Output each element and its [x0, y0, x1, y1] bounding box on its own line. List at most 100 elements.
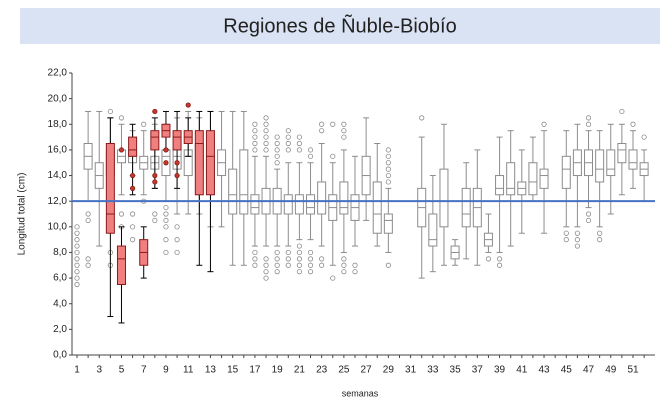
outlier — [74, 269, 80, 275]
outlier — [285, 256, 291, 262]
outlier — [74, 237, 80, 243]
outlier — [163, 204, 169, 211]
outlier — [296, 140, 302, 147]
outlier — [263, 275, 269, 281]
outlier — [597, 230, 603, 236]
outlier — [563, 230, 569, 236]
y-tick-label: 10,0 — [48, 221, 68, 232]
outlier — [319, 121, 325, 127]
box — [383, 213, 393, 234]
outlier — [307, 269, 314, 275]
y-tick-label: 20,0 — [48, 93, 68, 104]
outlier — [341, 256, 347, 262]
outlier — [174, 172, 180, 179]
outlier — [563, 237, 569, 243]
title-band — [20, 8, 660, 44]
y-tick-label: 18,0 — [48, 119, 68, 130]
outlier — [263, 262, 269, 268]
outlier — [274, 140, 280, 147]
outlier — [263, 147, 269, 153]
outlier — [419, 115, 425, 121]
x-tick-label: 5 — [119, 365, 125, 376]
outlier — [263, 134, 269, 140]
outlier — [574, 243, 581, 249]
x-axis-title: semanas — [342, 388, 379, 398]
box — [461, 187, 471, 228]
outlier — [274, 256, 280, 262]
y-tick-label: 0,0 — [53, 350, 67, 361]
outlier — [574, 237, 581, 243]
outlier — [252, 140, 258, 147]
x-tick-label: 41 — [516, 365, 528, 376]
x-tick-label: 51 — [627, 365, 639, 376]
outlier — [485, 256, 492, 262]
outlier — [619, 108, 625, 115]
outlier — [296, 147, 302, 153]
x-tick-label: 27 — [361, 365, 373, 376]
box — [205, 130, 215, 196]
outlier — [330, 121, 336, 127]
box — [439, 168, 449, 228]
outlier — [641, 134, 647, 140]
box — [617, 143, 627, 164]
y-tick-label: 2,0 — [53, 324, 67, 335]
outlier — [296, 243, 302, 249]
outlier — [74, 230, 80, 236]
outlier — [263, 115, 269, 121]
outlier — [285, 249, 291, 256]
outlier — [307, 256, 314, 262]
outlier — [296, 269, 302, 275]
outlier — [152, 217, 158, 224]
outlier — [285, 134, 291, 140]
x-tick-label: 1 — [74, 365, 80, 376]
outlier — [141, 121, 147, 127]
y-tick-label: 12,0 — [48, 196, 68, 207]
outlier — [597, 237, 603, 243]
outlier — [263, 140, 269, 147]
outlier — [341, 134, 347, 140]
box — [539, 168, 549, 189]
outlier — [85, 217, 91, 224]
outlier — [385, 147, 391, 153]
outlier — [174, 224, 180, 230]
outlier — [74, 249, 80, 256]
y-tick-label: 22,0 — [48, 68, 68, 79]
x-tick-label: 13 — [205, 365, 217, 376]
outlier — [341, 269, 347, 275]
x-tick-label: 9 — [163, 365, 169, 376]
x-tick-label: 49 — [605, 365, 617, 376]
box — [317, 181, 327, 215]
outlier — [163, 147, 169, 153]
outlier — [152, 211, 158, 217]
outlier — [385, 172, 391, 179]
x-tick-label: 35 — [450, 365, 462, 376]
outlier — [252, 147, 258, 153]
box — [116, 245, 126, 285]
x-tick-label: 31 — [405, 365, 417, 376]
outlier — [285, 262, 291, 268]
box — [105, 143, 115, 234]
outlier — [263, 121, 269, 127]
outlier — [385, 160, 391, 166]
outlier — [319, 128, 325, 134]
outlier — [74, 224, 80, 230]
y-axis-title: Longitud total (cm) — [17, 173, 28, 256]
outlier — [341, 121, 347, 127]
outlier — [385, 166, 391, 172]
y-tick-label: 6,0 — [53, 273, 67, 284]
outlier — [274, 269, 280, 275]
outlier — [107, 108, 113, 115]
outlier — [296, 249, 302, 256]
box — [228, 168, 238, 215]
outlier — [585, 115, 592, 121]
outlier — [152, 179, 158, 185]
outlier — [130, 211, 136, 217]
outlier — [74, 256, 80, 262]
y-tick-label: 4,0 — [53, 298, 67, 309]
outlier — [296, 262, 302, 268]
outlier — [163, 211, 169, 217]
outlier — [252, 128, 258, 134]
outlier — [307, 249, 314, 256]
outlier — [496, 262, 503, 268]
box — [595, 149, 605, 183]
